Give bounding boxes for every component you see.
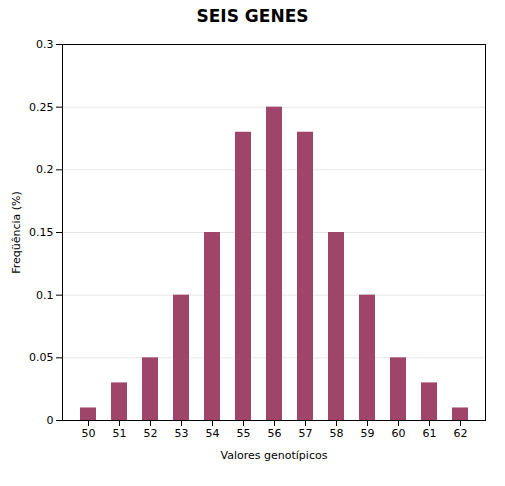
svg-text:0.2: 0.2 [36, 163, 54, 176]
svg-text:56: 56 [268, 427, 282, 440]
svg-text:0.05: 0.05 [29, 351, 54, 364]
svg-text:60: 60 [392, 427, 406, 440]
svg-text:Valores genotípicos: Valores genotípicos [221, 449, 328, 462]
svg-text:57: 57 [299, 427, 313, 440]
html-text:SEIS GENES: SEIS GENES [196, 6, 309, 26]
svg-text:51: 51 [113, 427, 127, 440]
svg-text:Freqüência (%): Freqüência (%) [10, 191, 23, 274]
svg-text:53: 53 [175, 427, 189, 440]
svg-text:61: 61 [423, 427, 437, 440]
svg-text:59: 59 [361, 427, 375, 440]
svg-text:0: 0 [47, 414, 54, 427]
svg-text:58: 58 [330, 427, 344, 440]
svg-text:55: 55 [237, 427, 251, 440]
svg-text:0.25: 0.25 [29, 101, 54, 114]
svg-text:62: 62 [454, 427, 468, 440]
svg-text:0.15: 0.15 [29, 226, 54, 239]
svg-text:0.3: 0.3 [36, 38, 54, 51]
svg-text:50: 50 [82, 427, 96, 440]
svg-text:0.1: 0.1 [36, 289, 54, 302]
svg-text:52: 52 [144, 427, 158, 440]
svg-text:54: 54 [206, 427, 220, 440]
